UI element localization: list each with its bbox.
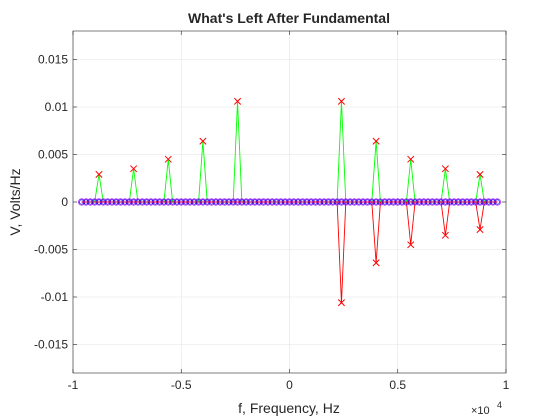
peak-x-marker	[164, 155, 172, 163]
x-tick-label: 0	[286, 378, 293, 392]
x-marker-stroke	[95, 170, 103, 179]
peak-x-marker	[407, 241, 415, 249]
peak-x-marker	[476, 170, 484, 179]
x-marker-stroke	[441, 231, 449, 239]
y-tick-label: 0.015	[38, 53, 68, 67]
y-tick-label: -0.01	[41, 290, 69, 304]
peak-x-marker	[130, 165, 138, 173]
chart-title: What's Left After Fundamental	[188, 10, 390, 26]
x-marker-stroke	[337, 299, 346, 307]
peak-x-marker	[233, 97, 242, 105]
peak-x-marker	[337, 299, 346, 307]
plot-area	[78, 97, 501, 307]
y-tick-label: 0.01	[45, 100, 69, 114]
x-exponent-power: 4	[497, 400, 502, 410]
x-tick-label: 0.5	[389, 378, 406, 392]
x-marker-stroke	[372, 259, 380, 267]
y-axis-label: V, Volts/Hz	[7, 168, 23, 235]
peak-x-marker	[441, 165, 449, 173]
x-marker-stroke	[130, 165, 138, 173]
x-tick-label: -1	[68, 378, 79, 392]
x-tick-label: -0.5	[171, 378, 192, 392]
x-axis-label: f, Frequency, Hz	[238, 400, 340, 416]
peak-x-marker	[199, 137, 207, 145]
peak-x-marker	[95, 170, 103, 179]
x-marker-stroke	[407, 155, 415, 163]
x-marker-stroke	[233, 97, 242, 105]
ticks: -1 -0.5 0 0.5 1 -0.015 -0.01 -0.005 0 0.005 0.01 0.…	[34, 31, 510, 392]
x-marker-stroke	[476, 170, 484, 179]
x-marker-stroke	[337, 97, 346, 105]
peak-x-marker	[337, 97, 346, 105]
peak-x-marker	[372, 137, 380, 145]
peak-x-marker	[441, 231, 449, 239]
y-tick-label: 0	[61, 195, 68, 209]
y-tick-label: -0.015	[34, 338, 68, 352]
x-marker-stroke	[441, 165, 449, 173]
y-tick-label: 0.005	[38, 148, 68, 162]
x-marker-stroke	[476, 225, 484, 234]
y-tick-label: -0.005	[34, 243, 68, 257]
peak-x-marker	[476, 225, 484, 234]
x-marker-stroke	[164, 155, 172, 163]
x-marker-stroke	[199, 137, 207, 145]
x-marker-stroke	[372, 137, 380, 145]
peak-x-marker	[372, 259, 380, 267]
x-marker-stroke	[407, 241, 415, 249]
peak-x-marker	[407, 155, 415, 163]
x-exponent-base: ×10	[471, 405, 490, 417]
x-tick-label: 1	[503, 378, 510, 392]
